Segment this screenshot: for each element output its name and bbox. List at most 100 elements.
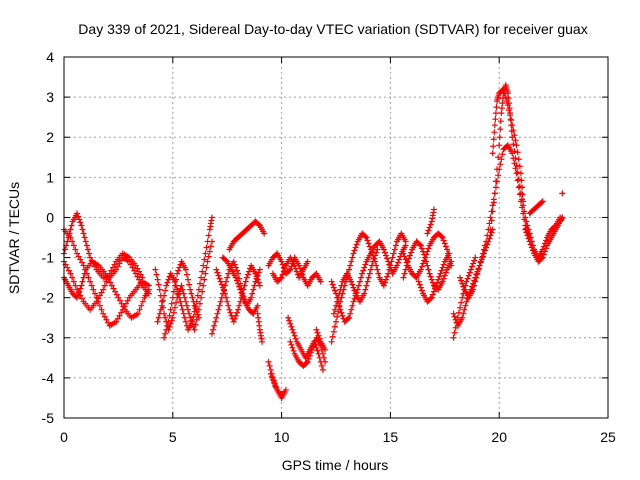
data-point — [237, 286, 244, 293]
data-point — [154, 318, 161, 325]
data-point — [179, 306, 186, 313]
data-point — [112, 288, 119, 295]
data-point — [371, 255, 378, 262]
data-point — [471, 277, 478, 284]
data-point — [418, 263, 425, 270]
data-point — [508, 117, 515, 124]
y-tick-label: -4 — [42, 370, 55, 386]
data-point — [329, 281, 336, 288]
data-point — [203, 264, 210, 271]
data-point — [250, 286, 257, 293]
data-point — [292, 335, 299, 342]
data-point — [426, 224, 433, 231]
data-point — [164, 322, 171, 329]
data-point — [118, 300, 125, 307]
data-point — [226, 306, 233, 313]
data-point — [156, 286, 163, 293]
data-point — [488, 217, 495, 224]
data-point — [354, 286, 361, 293]
data-point — [110, 285, 117, 292]
data-point — [201, 256, 208, 263]
data-point — [372, 252, 379, 259]
data-point — [137, 271, 144, 278]
data-point — [472, 254, 479, 261]
data-point — [173, 276, 180, 283]
data-point — [178, 282, 185, 289]
data-point — [178, 302, 185, 309]
data-point — [120, 303, 127, 310]
data-point — [478, 254, 485, 261]
data-point — [182, 298, 189, 305]
data-point — [182, 318, 189, 325]
data-point — [202, 270, 209, 277]
data-point — [161, 292, 168, 299]
data-point — [427, 295, 434, 302]
data-point — [331, 287, 338, 294]
data-point — [171, 282, 178, 289]
data-point — [333, 302, 339, 309]
y-tick-label: -3 — [42, 330, 55, 346]
data-point — [363, 282, 370, 289]
data-point — [522, 214, 529, 221]
data-point — [432, 285, 439, 292]
data-point — [424, 230, 431, 237]
data-point — [374, 246, 381, 253]
data-points — [61, 82, 566, 401]
data-point — [328, 338, 335, 345]
data-point — [523, 229, 530, 236]
data-point — [105, 274, 112, 281]
data-point — [231, 315, 238, 322]
data-point — [233, 277, 240, 284]
data-point — [497, 161, 504, 168]
data-point — [290, 347, 297, 354]
data-point — [519, 191, 526, 198]
data-point — [450, 334, 457, 341]
data-point — [233, 267, 240, 274]
data-point — [160, 297, 167, 304]
data-point — [499, 87, 506, 94]
data-point — [291, 262, 298, 269]
data-point — [72, 246, 79, 253]
data-point — [450, 310, 457, 317]
data-point — [118, 257, 125, 264]
data-point — [331, 306, 338, 313]
data-point — [303, 359, 310, 366]
data-point — [338, 309, 345, 316]
data-point — [443, 246, 450, 253]
data-point — [134, 265, 141, 272]
data-point — [256, 282, 263, 289]
data-point — [502, 94, 509, 101]
data-point — [434, 279, 441, 286]
data-point — [288, 341, 295, 348]
data-point — [278, 274, 285, 281]
data-point — [235, 280, 242, 287]
data-point — [319, 366, 326, 373]
data-point — [495, 154, 502, 161]
data-point — [322, 358, 329, 365]
data-point — [339, 312, 346, 319]
data-point — [145, 290, 152, 297]
data-point — [156, 310, 163, 317]
data-point — [170, 309, 177, 316]
data-point — [437, 270, 444, 277]
data-point — [216, 275, 223, 282]
data-point — [79, 278, 86, 285]
data-point — [488, 229, 495, 236]
data-point — [511, 148, 518, 155]
data-point — [267, 370, 274, 377]
data-point — [313, 326, 320, 333]
data-point — [334, 298, 341, 305]
y-tick-label: -2 — [42, 290, 55, 306]
data-point — [108, 282, 115, 289]
data-point — [489, 208, 496, 215]
data-point — [165, 318, 172, 325]
data-point — [188, 290, 195, 297]
data-point — [523, 218, 530, 225]
data-point — [330, 328, 337, 335]
data-point — [514, 149, 521, 156]
data-point — [252, 270, 259, 277]
data-point — [559, 214, 566, 221]
data-point — [136, 268, 143, 275]
data-point — [166, 312, 173, 319]
data-point — [158, 302, 165, 309]
